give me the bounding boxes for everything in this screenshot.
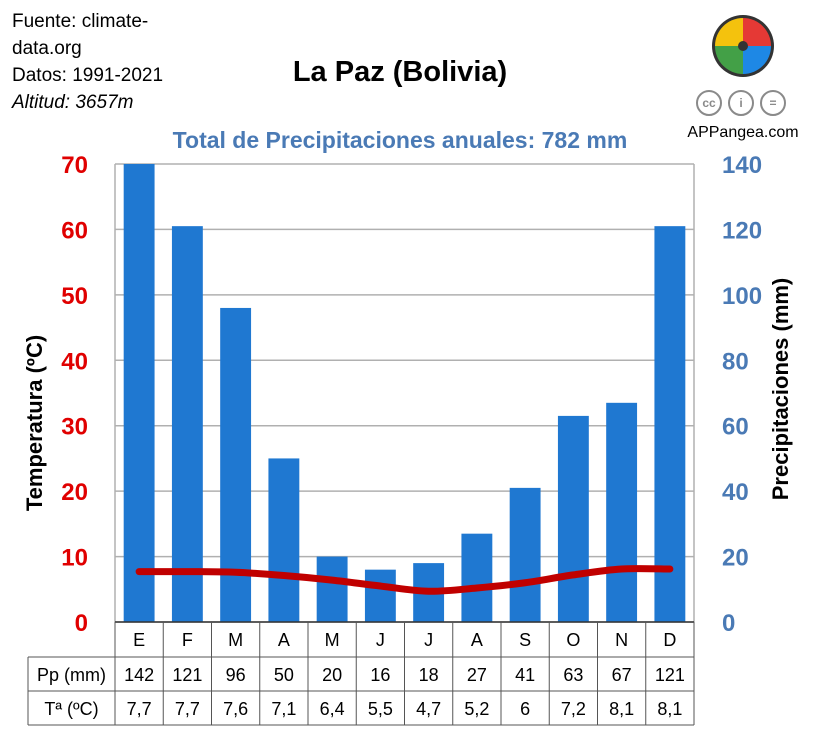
table-cell: 6,4 [320,699,345,719]
row-label: Pp (mm) [37,665,106,685]
table-cell: 50 [274,665,294,685]
right-axis-ticks: 0 20 40 60 80 100 120 140 [722,152,762,637]
month-label: S [519,630,531,650]
month-label: M [325,630,340,650]
table-cell: 16 [370,665,390,685]
source-info: Fuente: climate- data.org Datos: 1991-20… [12,8,202,116]
left-tick-label: 60 [61,217,88,244]
table-cell: 121 [172,665,202,685]
left-tick-label: 50 [61,283,88,310]
cc-icon: cc [696,90,722,116]
table-cell: 4,7 [416,699,441,719]
precipitation-bar [171,226,203,622]
precipitation-bar [316,556,348,622]
left-tick-label: 70 [61,152,88,179]
row-label: Tª (ºC) [44,699,98,719]
right-tick-label: 40 [722,479,749,506]
brand-block: cc i = APPangea.com [678,10,808,150]
right-tick-label: 120 [722,217,762,244]
left-tick-label: 10 [61,545,88,572]
month-label: D [663,630,676,650]
right-tick-label: 80 [722,348,749,375]
left-tick-label: 0 [75,610,88,637]
precipitation-bar [654,226,686,622]
table-cell: 6 [520,699,530,719]
month-label: F [182,630,193,650]
right-tick-label: 0 [722,610,735,637]
attribution-icon: i [728,90,754,116]
table-cell: 7,7 [175,699,200,719]
source-line-1: Fuente: climate- [12,11,149,32]
precipitation-bar [364,569,396,622]
month-label: M [228,630,243,650]
table-cell: 142 [124,665,154,685]
right-tick-label: 100 [722,283,762,310]
month-label: J [424,630,433,650]
brand-name: APPangea.com [687,124,799,141]
precipitation-bar [268,458,300,622]
license-icons: cc i = [696,90,786,116]
table-cell: 27 [467,665,487,685]
month-label: O [566,630,580,650]
right-axis-title: Precipitaciones (mm) [768,278,793,501]
data-table: E F M A M J J A S O N D Pp (mm) 142 121 96 50 20 16 18 27 41 6… [27,621,695,726]
left-tick-label: 40 [61,348,88,375]
no-derivatives-icon: = [760,90,786,116]
table-cell: 8,1 [609,699,634,719]
left-tick-label: 30 [61,414,88,441]
left-axis-title: Temperatura (ºC) [22,335,47,511]
appangea-logo-icon [712,15,774,77]
table-cell: 5,5 [368,699,393,719]
chart-title: La Paz (Bolivia) [292,56,508,88]
chart-subtitle: Total de Precipitaciones anuales: 782 mm [172,127,628,153]
left-axis-ticks: 0 10 20 30 40 50 60 70 [61,152,88,637]
precipitation-bar [461,533,493,622]
precipitation-bar [123,164,155,622]
data-period: Datos: 1991-2021 [12,65,164,86]
table-cell: 7,6 [223,699,248,719]
table-cell: 8,1 [657,699,682,719]
left-tick-label: 20 [61,479,88,506]
right-tick-label: 140 [722,152,762,179]
table-cell: 5,2 [464,699,489,719]
table-cell: 7,1 [271,699,296,719]
precipitation-bar [606,402,638,622]
table-cell: 41 [515,665,535,685]
precipitation-bars [123,164,686,622]
table-cell: 18 [419,665,439,685]
month-label: E [133,630,145,650]
table-cell: 7,7 [127,699,152,719]
temperature-line-path [135,565,674,595]
month-label: J [376,630,385,650]
altitude: Altitud: 3657m [12,92,134,113]
table-cell: 121 [655,665,685,685]
precipitation-bar [509,487,541,622]
source-line-2: data.org [12,38,82,59]
table-cell: 96 [226,665,246,685]
month-label: A [278,630,290,650]
right-tick-label: 20 [722,545,749,572]
table-cell: 7,2 [561,699,586,719]
precipitation-bar [557,415,589,622]
temperature-line [135,565,674,595]
table-cell: 63 [563,665,583,685]
right-tick-label: 60 [722,414,749,441]
table-cell: 20 [322,665,342,685]
month-label: N [615,630,628,650]
month-label: A [471,630,483,650]
table-cell: 67 [612,665,632,685]
